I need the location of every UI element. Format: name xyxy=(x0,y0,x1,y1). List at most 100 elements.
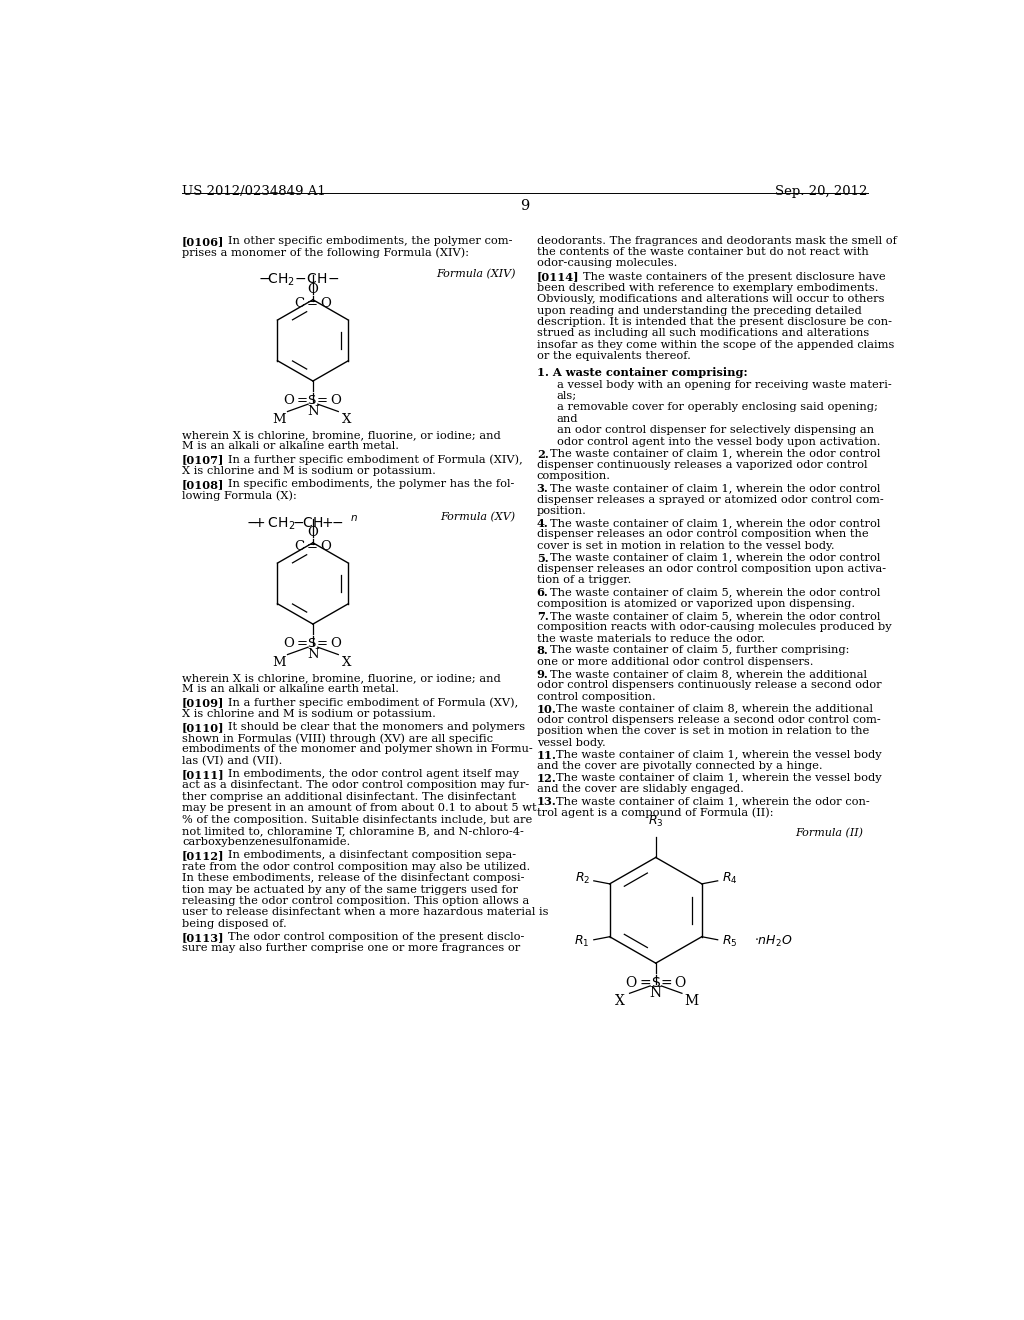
Text: [0106]: [0106] xyxy=(182,236,224,247)
Text: $R_2$: $R_2$ xyxy=(574,871,590,886)
Text: The waste containers of the present disclosure have: The waste containers of the present disc… xyxy=(583,272,886,281)
Text: [0114]: [0114] xyxy=(537,272,580,282)
Text: O$\mathsf{=\!S\!=}$O: O$\mathsf{=\!S\!=}$O xyxy=(283,393,343,407)
Text: releasing the odor control composition. This option allows a: releasing the odor control composition. … xyxy=(182,896,529,906)
Text: 4.: 4. xyxy=(537,517,549,529)
Text: an odor control dispenser for selectively dispensing an: an odor control dispenser for selectivel… xyxy=(557,425,873,436)
Text: The waste container of claim 5, wherein the odor control: The waste container of claim 5, wherein … xyxy=(550,611,881,620)
Text: embodiments of the monomer and polymer shown in Formu-: embodiments of the monomer and polymer s… xyxy=(182,744,532,755)
Text: 11.: 11. xyxy=(537,750,557,760)
Text: 8.: 8. xyxy=(537,645,549,656)
Text: The waste container of claim 1, wherein the vessel body: The waste container of claim 1, wherein … xyxy=(556,774,882,783)
Text: may be present in an amount of from about 0.1 to about 5 wt: may be present in an amount of from abou… xyxy=(182,803,537,813)
Text: [0113]: [0113] xyxy=(182,932,224,942)
Text: Sep. 20, 2012: Sep. 20, 2012 xyxy=(775,185,867,198)
Text: M is an alkali or alkaline earth metal.: M is an alkali or alkaline earth metal. xyxy=(182,684,399,694)
Text: O$\mathsf{=\!S\!=}$O: O$\mathsf{=\!S\!=}$O xyxy=(625,974,687,990)
Text: being disposed of.: being disposed of. xyxy=(182,919,287,929)
Text: sure may also further comprise one or more fragrances or: sure may also further comprise one or mo… xyxy=(182,944,520,953)
Text: O: O xyxy=(307,527,318,540)
Text: 9.: 9. xyxy=(537,669,549,680)
Text: In a further specific embodiment of Formula (XIV),: In a further specific embodiment of Form… xyxy=(228,454,522,465)
Text: tion may be actuated by any of the same triggers used for: tion may be actuated by any of the same … xyxy=(182,884,518,895)
Text: composition is atomized or vaporized upon dispensing.: composition is atomized or vaporized upo… xyxy=(537,599,855,609)
Text: The waste container of claim 1, wherein the vessel body: The waste container of claim 1, wherein … xyxy=(556,750,882,759)
Text: composition reacts with odor-causing molecules produced by: composition reacts with odor-causing mol… xyxy=(537,622,891,632)
Text: $\cdot nH_2O$: $\cdot nH_2O$ xyxy=(755,935,793,949)
Text: $n$: $n$ xyxy=(350,513,358,523)
Text: In specific embodiments, the polymer has the fol-: In specific embodiments, the polymer has… xyxy=(228,479,514,488)
Text: Formula (XV): Formula (XV) xyxy=(440,512,515,521)
Text: [0109]: [0109] xyxy=(182,697,224,709)
Text: N: N xyxy=(649,986,662,1001)
Text: [0108]: [0108] xyxy=(182,479,224,490)
Text: las (VI) and (VII).: las (VI) and (VII). xyxy=(182,756,283,766)
Text: a vessel body with an opening for receiving waste materi-: a vessel body with an opening for receiv… xyxy=(557,380,891,389)
Text: dispenser releases an odor control composition when the: dispenser releases an odor control compo… xyxy=(537,529,868,540)
Text: description. It is intended that the present disclosure be con-: description. It is intended that the pre… xyxy=(537,317,892,327)
Text: N: N xyxy=(307,648,318,661)
Text: O$\mathsf{=\!S\!=}$O: O$\mathsf{=\!S\!=}$O xyxy=(283,636,343,649)
Text: carboxybenzenesulfonamide.: carboxybenzenesulfonamide. xyxy=(182,837,350,847)
Text: 9: 9 xyxy=(520,199,529,213)
Text: shown in Formulas (VIII) through (XV) are all specific: shown in Formulas (VIII) through (XV) ar… xyxy=(182,733,493,743)
Text: tion of a trigger.: tion of a trigger. xyxy=(537,576,631,586)
Text: $R_1$: $R_1$ xyxy=(574,935,590,949)
Text: and the cover are pivotally connected by a hinge.: and the cover are pivotally connected by… xyxy=(537,762,822,771)
Text: [0107]: [0107] xyxy=(182,454,224,465)
Text: act as a disinfectant. The odor control composition may fur-: act as a disinfectant. The odor control … xyxy=(182,780,529,791)
Text: In other specific embodiments, the polymer com-: In other specific embodiments, the polym… xyxy=(228,236,512,246)
Text: lowing Formula (X):: lowing Formula (X): xyxy=(182,490,297,500)
Text: 12.: 12. xyxy=(537,774,556,784)
Text: wherein X is chlorine, bromine, fluorine, or iodine; and: wherein X is chlorine, bromine, fluorine… xyxy=(182,673,501,682)
Text: been described with reference to exemplary embodiments.: been described with reference to exempla… xyxy=(537,282,879,293)
Text: The waste container of claim 8, wherein the additional: The waste container of claim 8, wherein … xyxy=(550,669,867,678)
Text: one or more additional odor control dispensers.: one or more additional odor control disp… xyxy=(537,657,813,667)
Text: 6.: 6. xyxy=(537,587,549,598)
Text: 1. A waste container comprising:: 1. A waste container comprising: xyxy=(537,367,748,378)
Text: $R_5$: $R_5$ xyxy=(722,935,737,949)
Text: In embodiments, a disinfectant composition sepa-: In embodiments, a disinfectant compositi… xyxy=(228,850,516,861)
Text: control composition.: control composition. xyxy=(537,692,655,701)
Text: % of the composition. Suitable disinfectants include, but are: % of the composition. Suitable disinfect… xyxy=(182,814,532,825)
Text: and the cover are slidably engaged.: and the cover are slidably engaged. xyxy=(537,784,743,795)
Text: US 2012/0234849 A1: US 2012/0234849 A1 xyxy=(182,185,326,198)
Text: dispenser releases a sprayed or atomized odor control com-: dispenser releases a sprayed or atomized… xyxy=(537,495,884,504)
Text: odor control agent into the vessel body upon activation.: odor control agent into the vessel body … xyxy=(557,437,880,446)
Text: M: M xyxy=(684,994,698,1008)
Text: 2.: 2. xyxy=(537,449,549,459)
Text: deodorants. The fragrances and deodorants mask the smell of: deodorants. The fragrances and deodorant… xyxy=(537,236,897,246)
Text: wherein X is chlorine, bromine, fluorine, or iodine; and: wherein X is chlorine, bromine, fluorine… xyxy=(182,430,501,440)
Text: odor control dispensers continuously release a second odor: odor control dispensers continuously rel… xyxy=(537,680,882,690)
Text: composition.: composition. xyxy=(537,471,610,482)
Text: [0111]: [0111] xyxy=(182,770,224,780)
Text: C$\mathsf{=}$O: C$\mathsf{=}$O xyxy=(294,296,332,310)
Text: M is an alkali or alkaline earth metal.: M is an alkali or alkaline earth metal. xyxy=(182,441,399,451)
Text: and: and xyxy=(557,413,578,424)
Text: insofar as they come within the scope of the appended claims: insofar as they come within the scope of… xyxy=(537,339,894,350)
Text: rate from the odor control composition may also be utilized.: rate from the odor control composition m… xyxy=(182,862,530,871)
Text: trol agent is a compound of Formula (II):: trol agent is a compound of Formula (II)… xyxy=(537,808,773,818)
Text: The waste container of claim 5, wherein the odor control: The waste container of claim 5, wherein … xyxy=(550,587,881,598)
Text: M: M xyxy=(272,413,287,425)
Text: The waste container of claim 1, wherein the odor control: The waste container of claim 1, wherein … xyxy=(550,483,881,494)
Text: The waste container of claim 1, wherein the odor control: The waste container of claim 1, wherein … xyxy=(550,517,881,528)
Text: 13.: 13. xyxy=(537,796,556,808)
Text: $R_4$: $R_4$ xyxy=(722,871,737,886)
Text: The waste container of claim 1, wherein the odor control: The waste container of claim 1, wherein … xyxy=(550,553,881,562)
Text: strued as including all such modifications and alterations: strued as including all such modificatio… xyxy=(537,329,869,338)
Text: Formula (II): Formula (II) xyxy=(796,828,863,838)
Text: N: N xyxy=(307,405,318,417)
Text: position.: position. xyxy=(537,506,587,516)
Text: a removable cover for operably enclosing said opening;: a removable cover for operably enclosing… xyxy=(557,403,878,412)
Text: The waste container of claim 5, further comprising:: The waste container of claim 5, further … xyxy=(550,645,850,656)
Text: vessel body.: vessel body. xyxy=(537,738,605,747)
Text: odor-causing molecules.: odor-causing molecules. xyxy=(537,259,677,268)
Text: The odor control composition of the present disclo-: The odor control composition of the pres… xyxy=(228,932,524,941)
Text: odor control dispensers release a second odor control com-: odor control dispensers release a second… xyxy=(537,715,881,725)
Text: It should be clear that the monomers and polymers: It should be clear that the monomers and… xyxy=(228,722,525,731)
Text: upon reading and understanding the preceding detailed: upon reading and understanding the prece… xyxy=(537,306,861,315)
Text: In a further specific embodiment of Formula (XV),: In a further specific embodiment of Form… xyxy=(228,697,518,708)
Text: Formula (XIV): Formula (XIV) xyxy=(436,269,515,279)
Text: X is chlorine and M is sodium or potassium.: X is chlorine and M is sodium or potassi… xyxy=(182,709,436,718)
